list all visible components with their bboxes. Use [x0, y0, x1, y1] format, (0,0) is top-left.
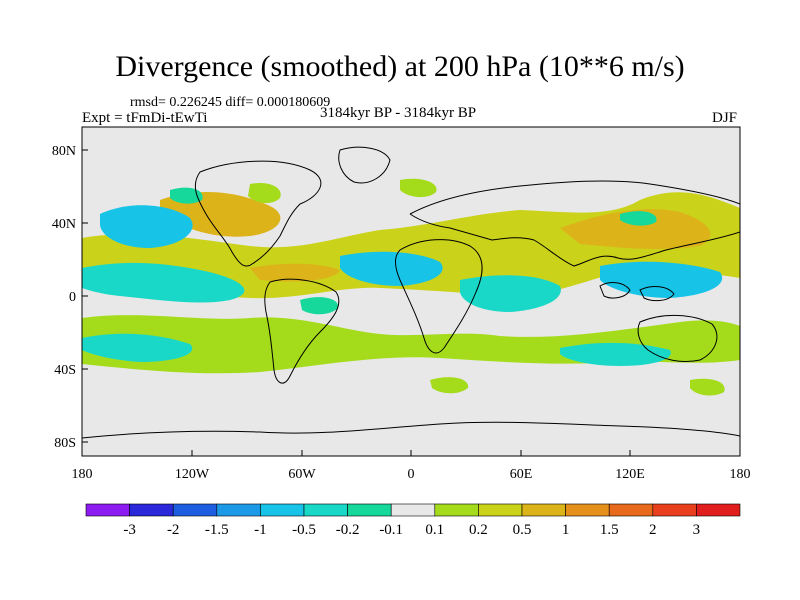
field-negative	[620, 211, 657, 226]
colorbar-swatch	[608, 503, 654, 517]
divergence-field	[82, 178, 740, 396]
field-negative	[100, 205, 193, 248]
field-negative	[600, 261, 723, 298]
coastline-africa	[395, 239, 483, 354]
lon-label: 180	[730, 467, 751, 482]
colorbar-label: 0.5	[513, 522, 532, 538]
colorbar-swatch	[696, 503, 741, 517]
colorbar-swatch	[347, 503, 392, 517]
colorbar-label: -1	[254, 522, 267, 538]
colorbar-swatch	[390, 503, 436, 517]
colorbar-label: -0.2	[336, 522, 360, 538]
colorbar-label: -0.5	[292, 522, 316, 538]
colorbar-swatch	[303, 503, 348, 517]
colorbar-label: -1.5	[205, 522, 229, 538]
lat-label: 80S	[54, 436, 76, 451]
colorbar-label: -2	[167, 522, 180, 538]
lon-label: 0	[408, 467, 415, 482]
colorbar-label: 1	[562, 522, 570, 538]
coastlines	[82, 146, 740, 439]
field-positive	[250, 263, 340, 282]
lat-label: 0	[69, 290, 76, 305]
field-negative	[82, 262, 245, 303]
stats-line: rmsd= 0.226245 diff= 0.000180609	[130, 95, 331, 110]
coastline-north-america	[194, 160, 322, 267]
coastline-eurasia	[409, 180, 740, 267]
field-negative	[460, 275, 561, 312]
field-positive	[560, 209, 711, 250]
field-negative	[170, 187, 203, 204]
colorbar-label: 0.2	[469, 522, 488, 538]
colorbar-label: 2	[649, 522, 657, 538]
field-positive	[82, 192, 740, 299]
colorbar-swatch	[565, 503, 610, 517]
lat-label: 40N	[52, 217, 76, 232]
coastline-south-america	[264, 278, 340, 384]
coastline-australia	[637, 314, 718, 363]
coastline-antarctica	[82, 421, 740, 439]
colorbar-swatch	[172, 503, 218, 517]
field-negative	[560, 342, 671, 366]
lat-label: 80N	[52, 144, 76, 159]
coastline-maritime-continent	[599, 282, 675, 302]
lon-label: 60W	[288, 467, 316, 482]
map-title: Divergence (smoothed) at 200 hPa (10**6 …	[115, 50, 685, 83]
lat-label: 40S	[54, 363, 76, 378]
colorbar-label: -0.1	[379, 522, 403, 538]
colorbar-swatch	[260, 503, 305, 517]
lon-ticks	[81, 450, 741, 456]
lon-labels: 180 120W 60W 0 60E 120E 180	[72, 467, 751, 482]
season-label: DJF	[712, 110, 738, 126]
period-label: 3184kyr BP - 3184kyr BP	[320, 105, 477, 121]
colorbar-swatch	[85, 503, 130, 517]
colorbar-swatch	[216, 503, 261, 517]
lon-label: 180	[72, 467, 93, 482]
colorbar-label: 0.1	[425, 522, 444, 538]
colorbar-label: -3	[123, 522, 136, 538]
lon-label: 120E	[615, 467, 645, 482]
colorbar-swatch	[478, 503, 523, 517]
colorbar-swatch	[129, 503, 174, 517]
colorbar-swatch	[434, 503, 479, 517]
lon-label: 60E	[510, 467, 533, 482]
field-negative	[300, 297, 339, 315]
colorbar-swatch	[652, 503, 697, 517]
colorbar-label: 1.5	[600, 522, 619, 538]
experiment-label: Expt = tFmDi-tEwTi	[82, 110, 208, 126]
field-negative	[340, 251, 443, 286]
colorbar-swatch	[521, 503, 566, 517]
field-positive	[248, 182, 281, 204]
field-positive	[690, 378, 725, 396]
field-negative	[82, 333, 193, 362]
colorbar: -3 -2 -1.5 -1 -0.5 -0.2 -0.1 0.1 0.2 0.5 1 1.5 2 3	[85, 503, 741, 538]
lat-ticks	[82, 149, 88, 443]
field-positive	[400, 178, 437, 198]
colorbar-label: 3	[693, 522, 701, 538]
lon-label: 120W	[175, 467, 210, 482]
field-positive	[430, 377, 469, 394]
lat-labels: 80N 40N 0 40S 80S	[52, 144, 76, 451]
coastline-greenland	[338, 146, 391, 184]
